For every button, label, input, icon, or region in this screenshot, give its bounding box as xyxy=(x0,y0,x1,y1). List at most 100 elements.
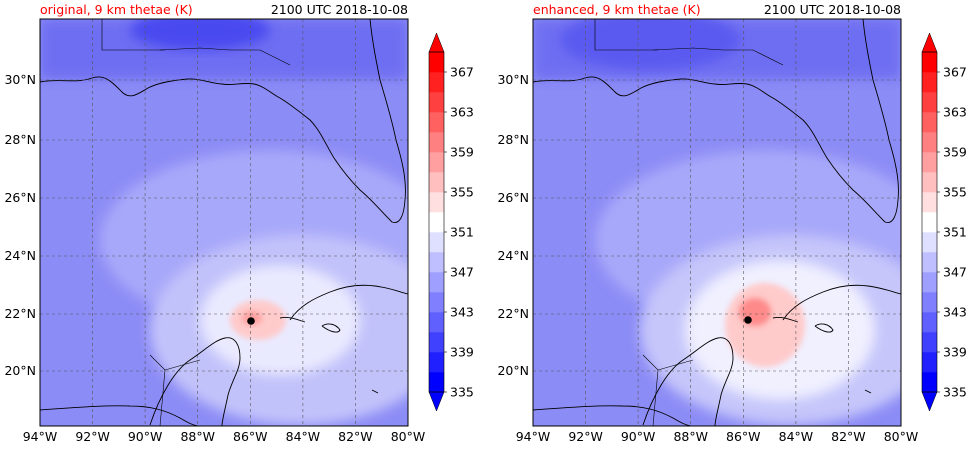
lon-tick-label: 80°W xyxy=(884,429,919,444)
lon-tick-label: 94°W xyxy=(516,429,551,444)
map-area xyxy=(40,19,408,426)
colorbar-band xyxy=(429,372,444,393)
lon-tick-label: 86°W xyxy=(726,429,761,444)
colorbar-tick-label: 339 xyxy=(450,345,474,360)
colorbar-tick-label: 367 xyxy=(943,65,967,80)
colorbar-band xyxy=(429,292,444,313)
lon-tick-label: 80°W xyxy=(391,429,426,444)
colorbar-tick-label: 347 xyxy=(450,265,474,280)
map-area xyxy=(533,19,901,426)
lat-tick-label: 24°N xyxy=(4,248,36,263)
borders xyxy=(594,19,784,426)
colorbar-band xyxy=(922,192,937,213)
colorbar-band xyxy=(429,112,444,133)
colorbar-tick-label: 351 xyxy=(450,225,474,240)
coastlines xyxy=(533,19,901,426)
colorbar-right: 335 339 343 347 351 355 359 363 367 xyxy=(921,32,967,412)
lon-tick-label: 82°W xyxy=(831,429,866,444)
lat-tick-label: 28°N xyxy=(4,132,36,147)
colorbar-bands xyxy=(922,52,937,393)
colorbar-under-arrow xyxy=(428,391,445,412)
colorbar-band xyxy=(922,332,937,353)
colorbar-band xyxy=(429,312,444,333)
lon-tick-labels: 94°W 92°W 90°W 88°W 86°W 84°W 82°W 80°W xyxy=(516,429,919,444)
colorbar-tick-label: 339 xyxy=(943,345,967,360)
colorbar-band xyxy=(429,212,444,233)
lat-tick-label: 22°N xyxy=(4,306,36,321)
colorbar-tick-label: 363 xyxy=(943,105,967,120)
colorbar-under-arrow xyxy=(921,391,938,412)
colorbar-left: 335 339 343 347 351 355 359 363 367 xyxy=(428,32,474,412)
colorbar-tick-label: 355 xyxy=(943,185,967,200)
thetae-field-hot-core xyxy=(739,298,771,326)
lat-tick-labels: 20°N 22°N 24°N 26°N 28°N 30°N xyxy=(497,72,529,378)
borders xyxy=(101,19,291,426)
lat-tick-label: 30°N xyxy=(4,72,36,87)
gridlines xyxy=(40,19,408,426)
colorbar-band xyxy=(922,372,937,393)
colorbar-tick-label: 359 xyxy=(943,145,967,160)
panel-right: enhanced, 9 km thetae (K) 2100 UTC 2018-… xyxy=(497,2,966,444)
lon-tick-label: 86°W xyxy=(233,429,268,444)
colorbar-tick-label: 367 xyxy=(450,65,474,80)
thetae-field-north-core xyxy=(560,19,740,70)
colorbar-tick-label: 347 xyxy=(943,265,967,280)
colorbar-over-arrow xyxy=(428,32,445,53)
colorbar-tick-label: 355 xyxy=(450,185,474,200)
panel-left: original, 9 km thetae (K) 2100 UTC 2018-… xyxy=(4,2,473,444)
colorbar-band xyxy=(429,52,444,73)
colorbar-bands xyxy=(429,52,444,393)
storm-center-marker xyxy=(744,316,752,324)
colorbar-tick-label: 343 xyxy=(450,305,474,320)
colorbar-tick-labels: 335 339 343 347 351 355 359 363 367 xyxy=(444,65,474,400)
thetae-field-north-core xyxy=(130,19,270,50)
colorbar-band xyxy=(922,132,937,153)
colorbar-band xyxy=(922,72,937,93)
lon-tick-label: 88°W xyxy=(673,429,708,444)
colorbar-band xyxy=(429,132,444,153)
colorbar-band xyxy=(922,352,937,373)
lon-tick-label: 88°W xyxy=(180,429,215,444)
colorbar-band xyxy=(429,232,444,253)
colorbar-band xyxy=(922,212,937,233)
lon-tick-label: 90°W xyxy=(128,429,163,444)
colorbar-band xyxy=(429,272,444,293)
colorbar-band xyxy=(429,332,444,353)
colorbar-band xyxy=(429,252,444,273)
thetae-field-hot xyxy=(725,283,805,367)
colorbar-tick-label: 351 xyxy=(943,225,967,240)
colorbar-band xyxy=(922,312,937,333)
colorbar-band xyxy=(922,272,937,293)
map-frame xyxy=(39,18,409,427)
lat-tick-label: 22°N xyxy=(497,306,529,321)
lat-tick-labels: 20°N 22°N 24°N 26°N 28°N 30°N xyxy=(4,72,36,378)
lat-tick-label: 20°N xyxy=(4,363,36,378)
panel-time: 2100 UTC 2018-10-08 xyxy=(271,2,408,17)
colorbar-band xyxy=(922,292,937,313)
colorbar-tick-labels: 335 339 343 347 351 355 359 363 367 xyxy=(937,65,967,400)
map-frame xyxy=(532,18,902,427)
colorbar-band xyxy=(429,92,444,113)
lat-tick-label: 24°N xyxy=(497,248,529,263)
lon-tick-label: 84°W xyxy=(779,429,814,444)
colorbar-band xyxy=(429,352,444,373)
colorbar-band xyxy=(922,92,937,113)
colorbar-tick-label: 335 xyxy=(450,385,474,400)
gridlines xyxy=(533,19,901,426)
colorbar-band xyxy=(429,172,444,193)
colorbar-tick-label: 343 xyxy=(943,305,967,320)
lon-tick-label: 94°W xyxy=(23,429,58,444)
lon-tick-label: 92°W xyxy=(568,429,603,444)
lat-tick-label: 26°N xyxy=(4,190,36,205)
lon-tick-label: 82°W xyxy=(338,429,373,444)
lat-tick-label: 20°N xyxy=(497,363,529,378)
colorbar-band xyxy=(429,72,444,93)
lon-tick-label: 92°W xyxy=(75,429,110,444)
colorbar-band xyxy=(922,252,937,273)
panel-title: enhanced, 9 km thetae (K) xyxy=(533,2,701,17)
colorbar-frame xyxy=(921,51,938,393)
coastlines xyxy=(40,19,408,426)
colorbar-band xyxy=(429,192,444,213)
lon-tick-labels: 94°W 92°W 90°W 88°W 86°W 84°W 82°W 80°W xyxy=(23,429,426,444)
